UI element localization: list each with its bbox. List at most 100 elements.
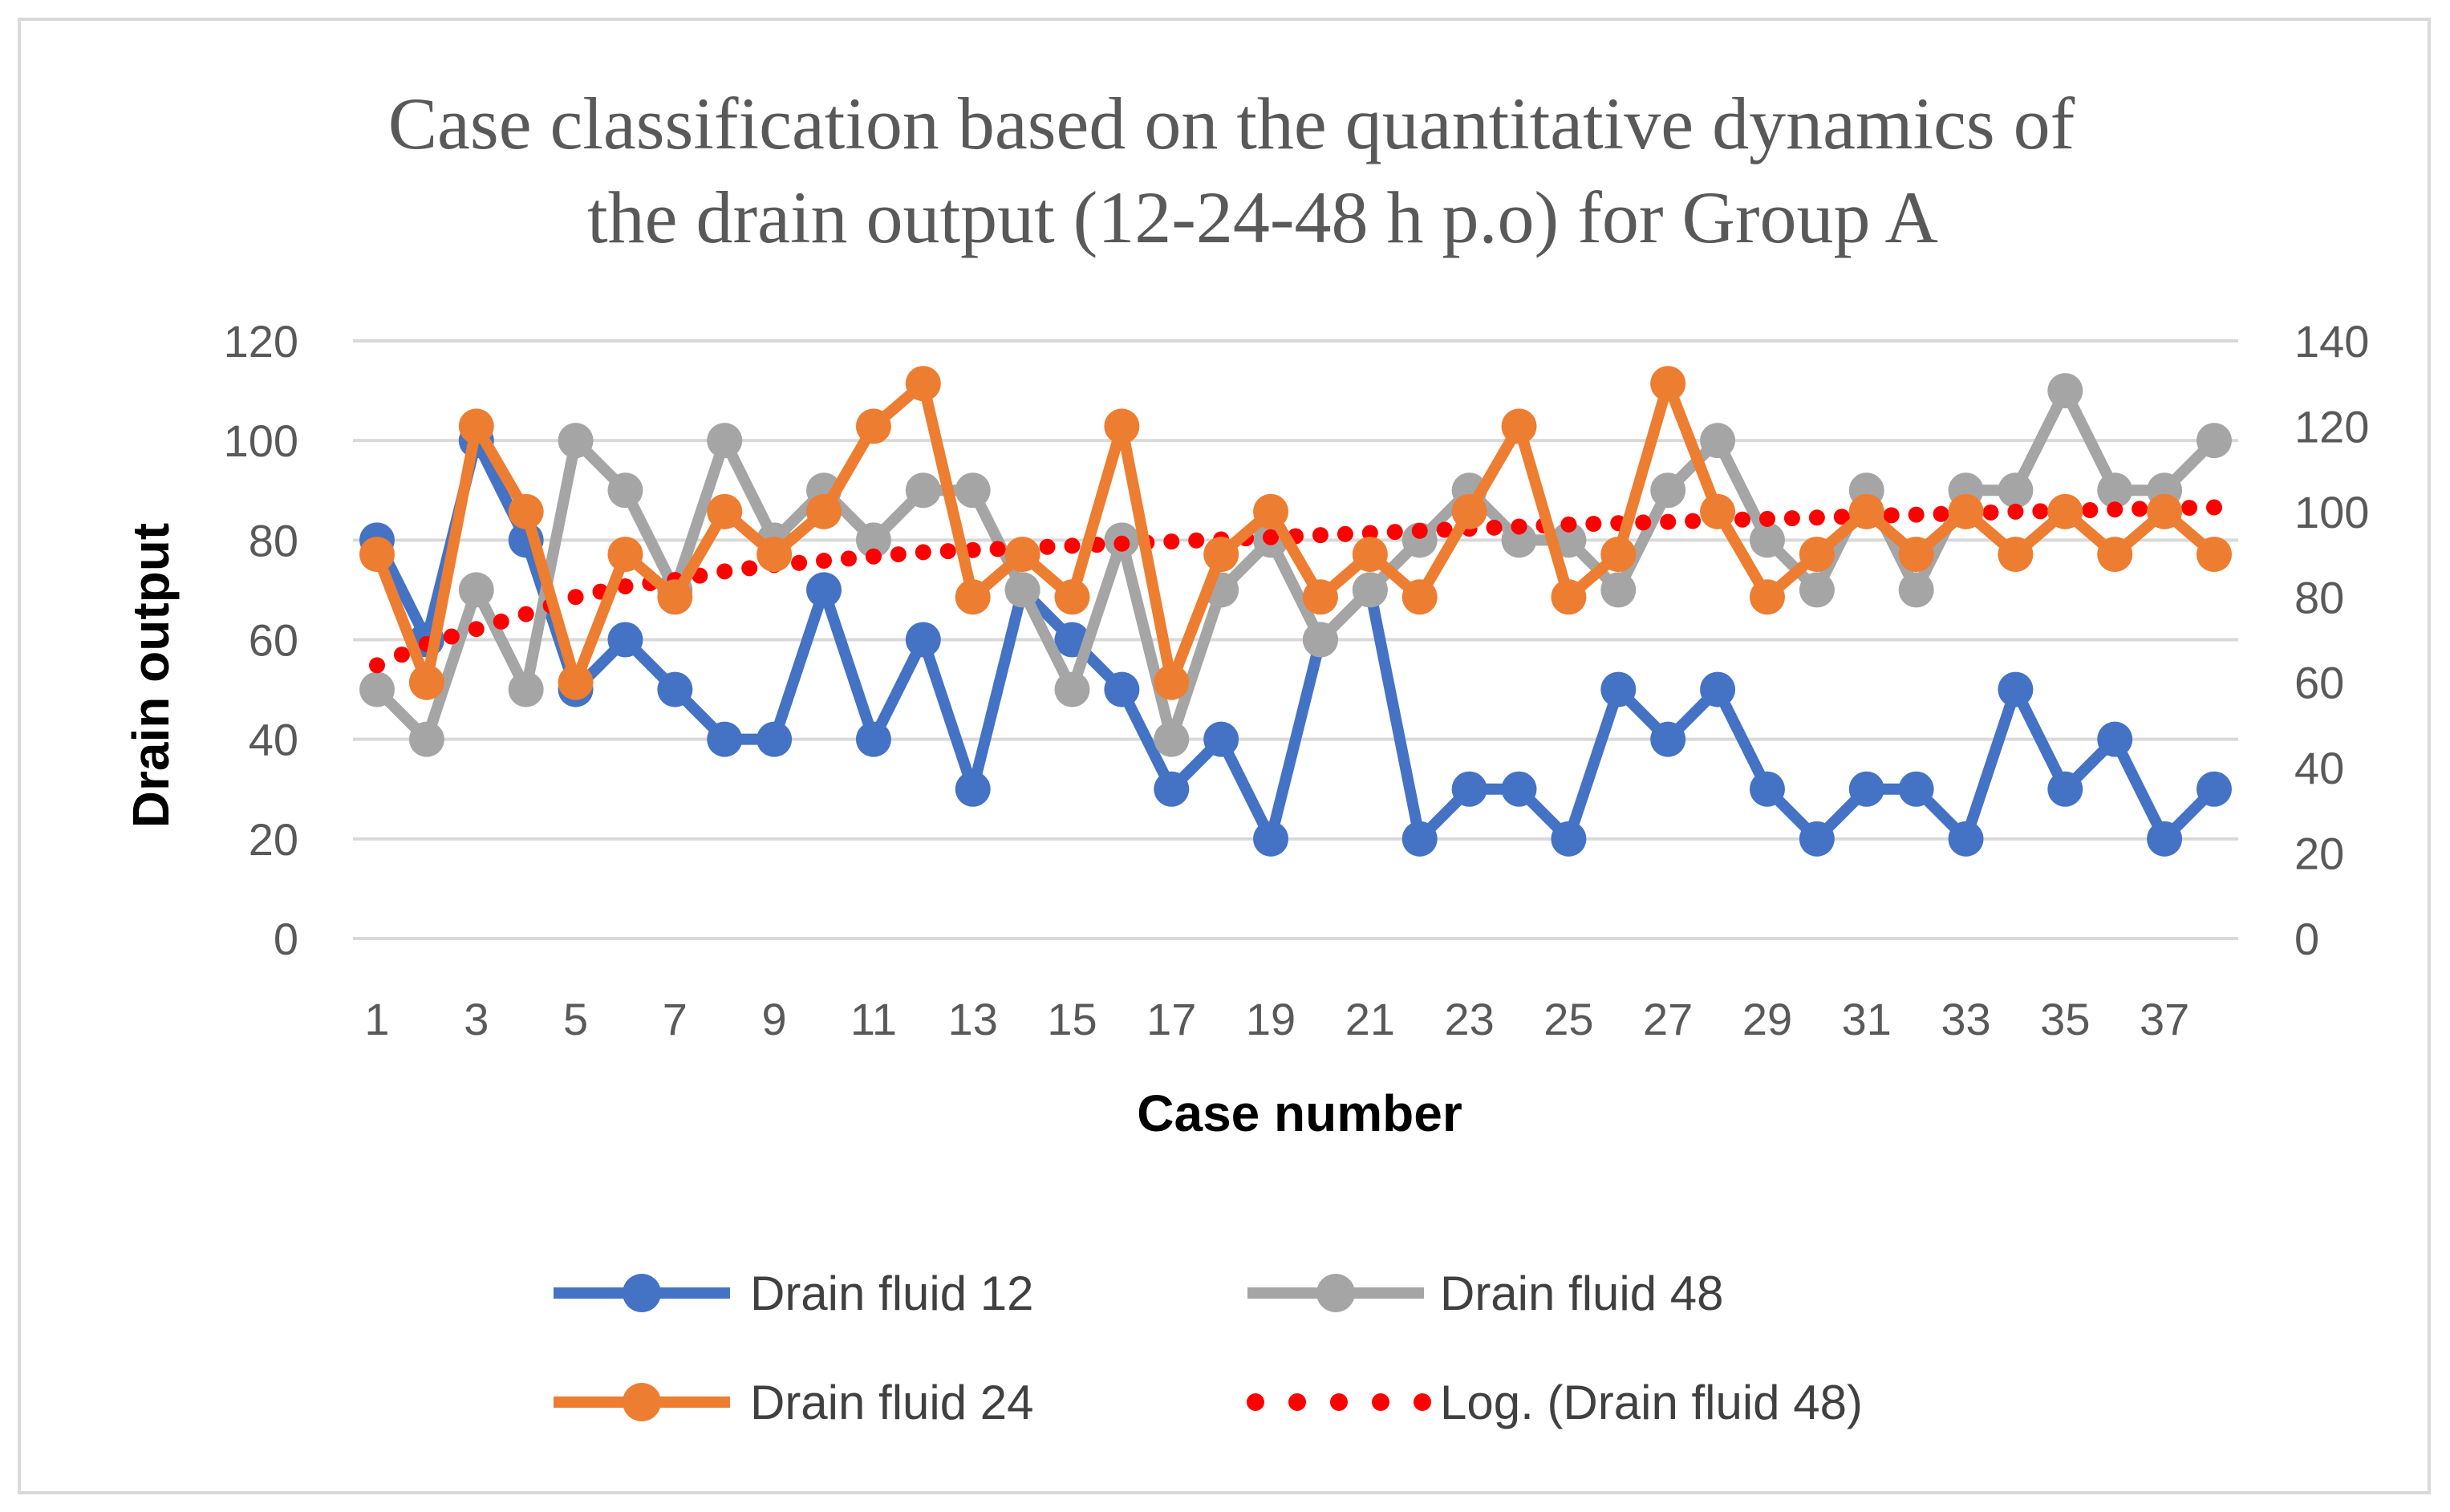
trend-point <box>1808 509 1825 526</box>
trend-point <box>989 541 1006 557</box>
data-point <box>1998 472 2034 509</box>
left-tick-label: 20 <box>249 814 298 865</box>
trend-point <box>1685 513 1702 529</box>
data-point <box>1898 771 1934 807</box>
trend-point <box>1660 513 1677 530</box>
data-point <box>2097 472 2133 509</box>
legend-swatch-marker <box>1316 1274 1355 1312</box>
data-point <box>1948 493 1984 529</box>
trend-point <box>2181 500 2198 517</box>
data-point <box>1650 472 1686 509</box>
trend-point <box>840 550 857 567</box>
trend-point <box>493 613 509 630</box>
data-point <box>1948 821 1984 857</box>
data-point <box>2196 537 2232 573</box>
trend-point <box>1039 538 1056 555</box>
data-point <box>508 493 544 529</box>
data-point <box>905 622 941 658</box>
left-tick-label: 100 <box>224 415 298 466</box>
data-point <box>905 366 941 402</box>
data-point <box>2047 493 2083 529</box>
trend-point <box>816 553 833 570</box>
trend-point <box>1758 510 1775 527</box>
data-point <box>607 537 643 573</box>
data-point <box>1104 408 1140 444</box>
data-point <box>1352 572 1388 608</box>
x-tick-label: 27 <box>1643 994 1693 1044</box>
x-tick-label: 33 <box>1941 994 1990 1044</box>
series-layer <box>359 366 2232 857</box>
legend: Drain fluid 12 Drain fluid 48 Drain fluid … <box>554 1267 1863 1429</box>
data-point <box>1700 423 1736 459</box>
legend-label: Drain fluid 12 <box>750 1267 1034 1320</box>
data-point <box>1650 721 1686 757</box>
data-point <box>1203 721 1239 757</box>
legend-swatch-dot <box>1288 1393 1306 1411</box>
data-point <box>1898 537 1934 573</box>
trend-point <box>1933 505 1949 522</box>
right-tick-label: 60 <box>2294 658 2344 708</box>
trend-point <box>865 548 882 565</box>
data-point <box>1998 537 2034 573</box>
trend-point <box>1312 527 1328 544</box>
trend-point <box>1883 507 1900 524</box>
legend-swatch-dot <box>1414 1393 1431 1411</box>
x-tick-label: 37 <box>2140 994 2189 1044</box>
legend-swatch-marker <box>623 1383 661 1421</box>
trend-point <box>741 560 758 577</box>
data-point <box>1401 522 1438 558</box>
legend-item-drain-fluid-12: Drain fluid 12 <box>554 1267 1034 1320</box>
data-point <box>855 522 891 558</box>
data-point <box>1004 572 1040 608</box>
right-axis-ticks: 0 20 40 60 80 100 120 140 <box>2294 316 2369 964</box>
data-point <box>2147 493 2183 529</box>
data-point <box>1749 579 1785 615</box>
data-point <box>1104 671 1140 707</box>
right-tick-label: 100 <box>2294 487 2369 537</box>
x-tick-label: 11 <box>850 994 897 1044</box>
legend-swatch-dot <box>1247 1393 1264 1411</box>
data-point <box>1451 493 1487 529</box>
trend-point <box>1436 521 1453 538</box>
data-point <box>855 408 891 444</box>
trend-point <box>2206 499 2222 516</box>
data-point <box>607 472 643 509</box>
x-tick-label: 5 <box>563 994 588 1044</box>
trend-point <box>1163 533 1180 550</box>
data-point <box>1551 579 1587 615</box>
chart-title-line-1: Case classification based on the quantit… <box>388 83 2075 164</box>
trend-point <box>791 554 808 571</box>
data-point <box>1352 537 1388 573</box>
x-tick-label: 29 <box>1742 994 1792 1044</box>
trend-point <box>1411 522 1428 539</box>
data-point <box>657 671 693 707</box>
trend-point <box>517 606 534 622</box>
data-point <box>707 721 743 757</box>
right-tick-label: 120 <box>2294 401 2369 452</box>
data-point <box>408 721 444 757</box>
right-tick-label: 80 <box>2294 572 2344 622</box>
data-point <box>1302 622 1338 658</box>
data-point <box>1451 771 1487 807</box>
data-point <box>1848 493 1884 529</box>
data-point <box>707 493 743 529</box>
x-tick-label: 3 <box>464 994 489 1044</box>
data-point <box>1848 771 1884 807</box>
right-tick-label: 40 <box>2294 743 2344 793</box>
chart-title-line-2: the drain output (12-24-48 h p.o) for Gr… <box>587 176 1938 258</box>
trend-point <box>1635 514 1652 531</box>
trend-point <box>915 544 931 561</box>
data-point <box>2047 373 2083 409</box>
trend-point <box>1263 529 1280 545</box>
series-line <box>373 385 2218 745</box>
data-point <box>1154 771 1190 807</box>
data-point <box>1253 493 1289 529</box>
trend-point <box>1585 516 1602 533</box>
x-tick-label: 9 <box>762 994 787 1044</box>
data-point <box>2097 537 2133 573</box>
data-point <box>657 579 693 615</box>
data-point <box>458 408 494 444</box>
trend-point <box>939 543 956 560</box>
data-point <box>558 664 594 700</box>
data-point <box>955 472 991 509</box>
